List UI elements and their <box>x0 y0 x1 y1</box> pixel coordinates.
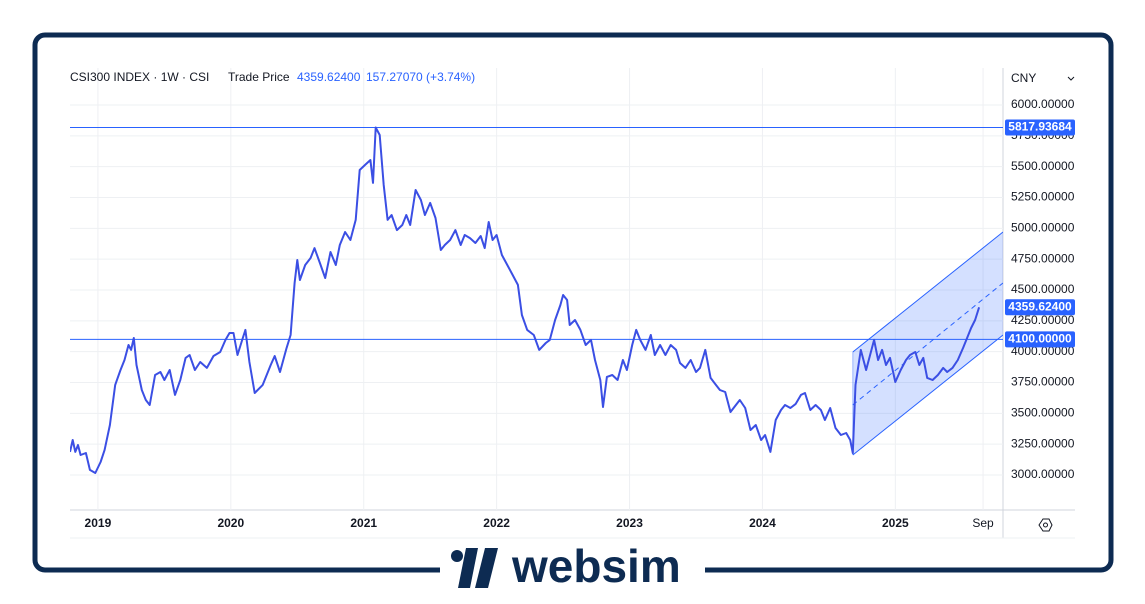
y-tick-label: 6000.00000 <box>1011 97 1075 111</box>
level-label: 4100.00000 <box>1008 331 1072 345</box>
plot-area <box>70 126 1003 474</box>
price-type: Trade Price <box>228 70 290 84</box>
x-tick-label: 2020 <box>217 516 244 530</box>
x-tick-label: 2022 <box>483 516 510 530</box>
header: CSI300 INDEX · 1W · CSI Trade Price 4359… <box>70 70 475 84</box>
chart-title: CSI300 INDEX · 1W · CSI <box>70 70 209 84</box>
x-tick-label: 2025 <box>882 516 909 530</box>
x-tick-label: 2023 <box>616 516 643 530</box>
y-tick-label: 4750.00000 <box>1011 251 1075 265</box>
level-box <box>1005 331 1075 348</box>
y-tick-label: 3250.00000 <box>1011 436 1075 450</box>
x-tick-label: 2024 <box>749 516 776 530</box>
y-tick-label: 4500.00000 <box>1011 282 1075 296</box>
currency[interactable]: CNY <box>1011 71 1036 85</box>
logo-icon <box>451 548 498 588</box>
level-box <box>1005 119 1075 136</box>
price-line <box>70 126 981 474</box>
brand: websim <box>511 540 681 592</box>
level-label: 5817.93684 <box>1008 120 1072 134</box>
y-tick-label: 4000.00000 <box>1011 344 1075 358</box>
y-tick-label: 3000.00000 <box>1011 467 1075 481</box>
channel-lower <box>852 334 1003 456</box>
channel-upper <box>852 231 1003 353</box>
x-tick-label: 2021 <box>350 516 377 530</box>
y-tick-label: 3500.00000 <box>1011 405 1075 419</box>
y-tick-label: 5500.00000 <box>1011 159 1075 173</box>
channel-fill <box>852 232 1003 455</box>
last-price-box <box>1005 299 1075 316</box>
y-tick-label: 3750.00000 <box>1011 375 1075 389</box>
y-tick-label: 4250.00000 <box>1011 313 1075 327</box>
last-price-label: 4359.62400 <box>1008 299 1072 313</box>
y-tick-label: 5000.00000 <box>1011 220 1075 234</box>
settings-icon[interactable] <box>1038 518 1053 532</box>
x-tick-label: 2019 <box>85 516 112 530</box>
y-tick-label: 5250.00000 <box>1011 190 1075 204</box>
x-tick-label: Sep <box>972 516 994 530</box>
last-price: 4359.62400 <box>297 70 361 84</box>
grid <box>70 68 1003 510</box>
currency-dropdown[interactable] <box>1067 76 1075 81</box>
price-change: 157.27070 (+3.74%) <box>366 70 475 84</box>
